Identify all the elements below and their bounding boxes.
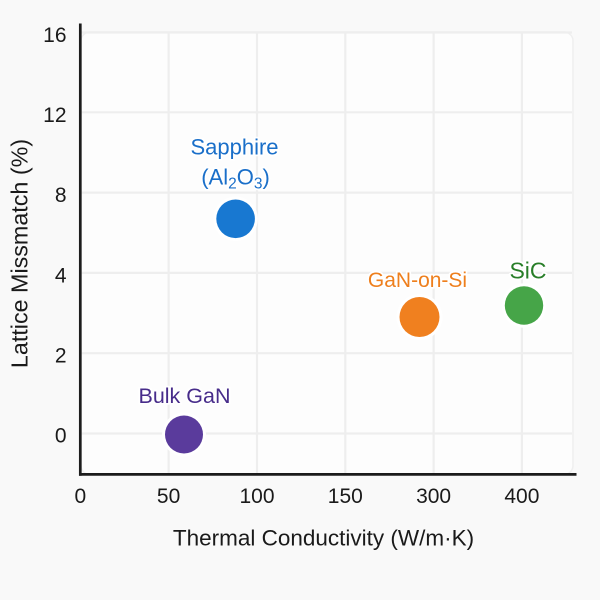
svg-text:0: 0 bbox=[74, 485, 86, 508]
svg-text:Lattice Missmatch (%): Lattice Missmatch (%) bbox=[7, 139, 33, 368]
svg-text:150: 150 bbox=[328, 485, 363, 508]
svg-text:SiC: SiC bbox=[509, 258, 546, 284]
svg-text:Sapphire: Sapphire bbox=[190, 135, 278, 160]
svg-text:0: 0 bbox=[55, 425, 67, 448]
svg-text:100: 100 bbox=[239, 485, 274, 508]
svg-text:16: 16 bbox=[43, 24, 66, 47]
svg-text:12: 12 bbox=[43, 104, 66, 127]
svg-text:8: 8 bbox=[55, 184, 67, 207]
svg-text:300: 300 bbox=[416, 485, 451, 508]
svg-text:50: 50 bbox=[157, 485, 180, 508]
svg-text:GaN-on-Si: GaN-on-Si bbox=[368, 269, 467, 292]
svg-text:2: 2 bbox=[55, 344, 67, 367]
svg-text:4: 4 bbox=[55, 264, 67, 287]
svg-text:400: 400 bbox=[504, 485, 539, 508]
svg-text:Thermal Conductivity (W/m·K): Thermal Conductivity (W/m·K) bbox=[173, 526, 474, 551]
svg-text:Bulk GaN: Bulk GaN bbox=[138, 384, 230, 408]
